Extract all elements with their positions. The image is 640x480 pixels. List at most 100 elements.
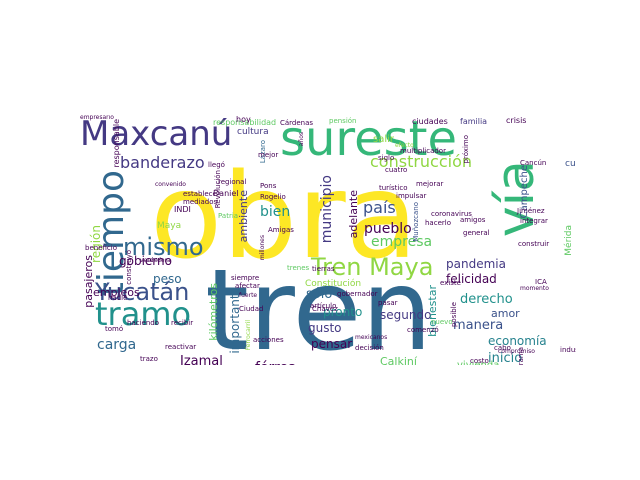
word-78: Muñozcano	[412, 202, 420, 242]
word-24: Izamal	[180, 354, 223, 365]
word-88: construir	[518, 240, 550, 248]
word-27: manera	[453, 318, 504, 333]
word-74: Amigas	[268, 226, 294, 234]
word-67: llegó	[208, 161, 225, 169]
word-96: Ciudad	[239, 305, 264, 313]
word-69: mediados	[183, 198, 218, 206]
word-80: mejorar	[416, 180, 444, 188]
word-103: comenzó	[407, 326, 439, 334]
word-40: adelante	[347, 190, 360, 239]
word-31: pronto	[323, 305, 363, 319]
word-34: pensar	[311, 337, 353, 351]
word-41: ambiente	[237, 190, 250, 243]
word-64: Cancún	[520, 159, 547, 167]
word-108: industria	[560, 346, 576, 354]
word-63: cuatro	[385, 166, 408, 174]
word-38: Constitución	[305, 279, 362, 289]
word-110: tomó	[105, 325, 124, 333]
word-124: momento	[520, 285, 549, 292]
word-121: fuerte	[239, 292, 258, 299]
word-100: tierras	[312, 265, 335, 273]
word-36: vivienda	[457, 361, 499, 366]
word-105: existe	[440, 279, 461, 287]
word-118: convenido	[155, 181, 186, 188]
word-72: Rogelio	[260, 193, 286, 201]
word-101: artículo	[310, 302, 337, 310]
word-10: Yucatán	[95, 278, 190, 306]
word-1: obra	[150, 147, 418, 285]
word-99: decisión	[355, 344, 384, 352]
word-56: multiplicador	[400, 147, 446, 155]
word-98: acciones	[253, 336, 284, 344]
word-94: siempre	[231, 274, 260, 282]
word-19: pandemia	[446, 257, 506, 271]
word-92: haciendo	[127, 319, 159, 327]
word-114: costo	[470, 357, 489, 365]
word-33: segundo	[380, 308, 432, 322]
word-4: vía	[486, 160, 546, 238]
word-86: Jiménez	[517, 207, 545, 215]
word-77: Daniel	[213, 189, 239, 198]
word-12: construcción	[370, 152, 473, 171]
word-68: establece	[183, 190, 217, 198]
word-8: mismo	[123, 233, 204, 261]
word-22: empleos	[93, 286, 140, 299]
word-65: próximo	[462, 135, 470, 164]
word-79: turístico	[379, 184, 408, 192]
word-120: años	[298, 132, 305, 147]
word-44: pasajeros	[82, 255, 95, 308]
word-7: tramo	[95, 295, 192, 333]
word-58: hoy	[236, 115, 251, 124]
word-127: empresario	[80, 115, 114, 121]
word-75: INDI	[174, 205, 191, 214]
word-45: kilómetros	[207, 283, 220, 341]
word-109: ICA	[535, 278, 547, 286]
word-11: banderazo	[120, 153, 205, 172]
word-87: integrar	[520, 217, 548, 225]
word-20: felicidad	[446, 272, 497, 286]
word-9: Tren Maya	[311, 253, 434, 281]
word-5: Maxcanú	[80, 115, 233, 154]
word-51: Cárdenas	[280, 119, 314, 127]
word-14: pueblo	[364, 221, 412, 237]
word-47: cualquier	[565, 159, 576, 169]
word-35: férrea	[255, 361, 297, 365]
word-119: efecto	[395, 142, 414, 149]
word-18: gobierno	[119, 254, 172, 268]
word-61: mejor	[258, 151, 279, 159]
word-52: pensión	[329, 117, 357, 125]
word-32: gusto	[308, 321, 342, 335]
word-76: Maya	[157, 221, 182, 231]
word-49: responsable	[112, 119, 121, 168]
word-50: responsabilidad	[213, 118, 277, 127]
word-54: familia	[460, 117, 488, 126]
word-28: economía	[488, 334, 547, 348]
word-125: millones	[259, 235, 266, 261]
word-26: amor	[491, 307, 520, 320]
word-3: sureste	[280, 115, 457, 167]
word-122: mexicanos	[355, 334, 388, 341]
word-93: recibir	[171, 319, 194, 327]
word-15: empresa	[371, 234, 433, 250]
word-70: regional	[218, 178, 247, 186]
word-83: hacerlo	[425, 219, 451, 227]
word-97: Chávez	[312, 305, 338, 313]
word-48: Mérida	[564, 225, 574, 256]
word-73: Patria	[218, 212, 239, 220]
word-2: tren	[205, 246, 433, 365]
word-126: Ferrocarril	[245, 320, 252, 351]
word-91: nadie	[108, 294, 128, 302]
word-102: gobernador	[337, 290, 378, 298]
word-111: reactivar	[165, 343, 197, 351]
word-116: construyó	[125, 250, 133, 285]
word-57: cultura	[237, 127, 269, 137]
word-55: crisis	[506, 116, 527, 125]
word-59: salir	[373, 134, 395, 145]
word-81: impulsar	[396, 192, 427, 200]
word-cloud: obra tren sureste vía Maxcanú tiempo tramo mism…	[80, 115, 576, 365]
word-53: ciudades	[412, 117, 448, 126]
word-21: peso	[153, 272, 182, 286]
word-85: general	[463, 229, 490, 237]
word-112: trazo	[140, 355, 158, 363]
word-37: Calkiní	[380, 355, 417, 365]
